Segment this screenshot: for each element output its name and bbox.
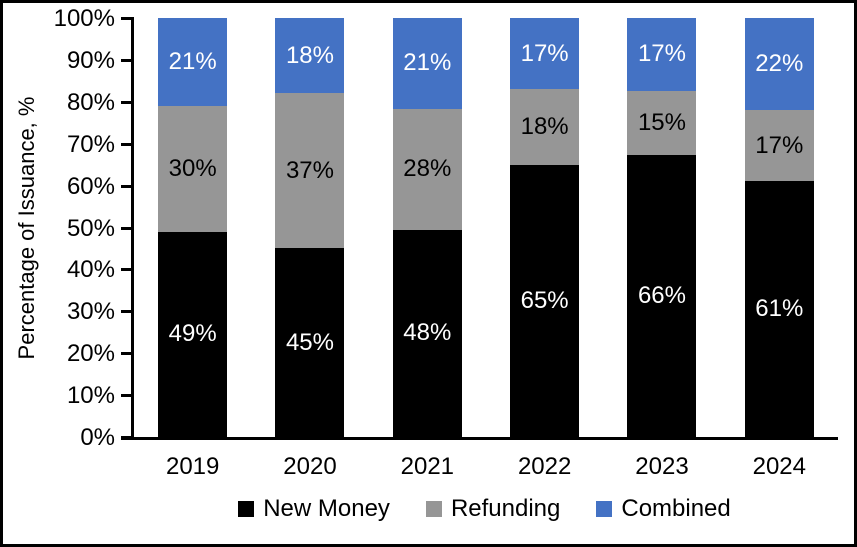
y-tick-label: 100% xyxy=(53,5,115,32)
segment-value-label: 30% xyxy=(168,154,217,182)
segment-value-label: 37% xyxy=(285,156,334,184)
segment-value-label: 17% xyxy=(520,39,569,67)
legend-swatch-icon xyxy=(238,501,255,517)
y-tick-label: 90% xyxy=(66,46,115,74)
bar-segment-new-money: 45% xyxy=(275,248,345,437)
y-tick-mark xyxy=(121,394,134,398)
y-tick-label: 10% xyxy=(66,382,115,410)
bar-segment-combined: 17% xyxy=(627,18,697,91)
bar-segment-new-money: 49% xyxy=(158,231,228,437)
segment-value-label: 18% xyxy=(520,112,569,140)
bar-segment-combined: 21% xyxy=(158,18,228,106)
bar-segment-new-money: 48% xyxy=(392,229,462,437)
y-axis-title: Percentage of Issuance, % xyxy=(14,96,39,360)
bar-segment-refunding: 37% xyxy=(275,93,345,249)
segment-value-label: 21% xyxy=(403,49,452,77)
x-axis-line xyxy=(121,437,838,440)
segment-value-label: 65% xyxy=(520,286,569,314)
stacked-bar-2023: 17% 15% 66% xyxy=(627,18,697,437)
segment-value-label: 17% xyxy=(637,40,686,68)
legend-label: Refunding xyxy=(450,495,561,522)
bar-segment-refunding: 18% xyxy=(510,89,580,165)
y-tick-mark xyxy=(121,226,134,230)
stacked-bar-2021: 21% 28% 48% xyxy=(392,18,462,437)
x-axis-label-2023: 2023 xyxy=(635,453,689,480)
bar-segment-new-money: 65% xyxy=(510,164,580,437)
bar-slot-2022: 17% 18% 65% xyxy=(486,18,603,437)
bar-segment-new-money: 66% xyxy=(627,154,697,437)
legend-item-refunding: Refunding xyxy=(425,495,561,523)
bar-segment-refunding: 17% xyxy=(744,110,814,182)
bar-segment-combined: 18% xyxy=(275,18,345,94)
x-axis-label-2020: 2020 xyxy=(283,453,337,480)
segment-value-label: 18% xyxy=(285,41,334,69)
x-axis-label-2021: 2021 xyxy=(400,453,455,480)
y-tick-label: 80% xyxy=(66,88,115,116)
bar-slot-2019: 21% 30% 49% xyxy=(134,18,251,437)
segment-value-label: 17% xyxy=(755,131,804,159)
bar-segment-new-money: 61% xyxy=(744,181,814,437)
y-tick-mark xyxy=(121,100,134,104)
y-tick-label: 0% xyxy=(80,424,115,451)
segment-value-label: 28% xyxy=(403,155,452,183)
segment-value-label: 66% xyxy=(637,281,686,309)
y-tick-label: 40% xyxy=(66,256,115,284)
legend-label: New Money xyxy=(263,495,390,522)
y-tick-mark xyxy=(121,184,134,188)
y-tick-mark xyxy=(121,310,134,314)
y-tick-mark xyxy=(121,268,134,272)
legend-swatch-icon xyxy=(596,501,613,517)
segment-value-label: 45% xyxy=(285,328,334,356)
y-tick-mark xyxy=(121,352,134,356)
bar-segment-refunding: 28% xyxy=(392,108,462,230)
y-tick-label: 60% xyxy=(66,172,115,200)
segment-value-label: 15% xyxy=(637,108,686,136)
bar-segment-combined: 22% xyxy=(744,18,814,111)
segment-value-label: 61% xyxy=(755,295,804,323)
legend-item-new-money: New Money xyxy=(238,495,390,523)
stacked-bar-2024: 22% 17% 61% xyxy=(744,18,814,437)
stacked-bar-2022: 17% 18% 65% xyxy=(510,18,580,437)
y-tick-mark xyxy=(121,436,134,439)
x-axis-label-2022: 2022 xyxy=(517,453,572,480)
segment-value-label: 49% xyxy=(168,320,217,348)
bar-slot-2020: 18% 37% 45% xyxy=(251,18,368,437)
bar-segment-refunding: 15% xyxy=(627,90,697,155)
stacked-bar-2019: 21% 30% 49% xyxy=(158,18,228,437)
bar-segment-combined: 21% xyxy=(392,18,462,109)
y-tick-mark xyxy=(121,58,134,62)
bar-slot-2024: 22% 17% 61% xyxy=(721,18,838,437)
legend-item-combined: Combined xyxy=(596,495,731,523)
x-axis-labels: 2019 2020 2021 2022 2023 2024 xyxy=(134,453,838,481)
legend: New Money Refunding Combined xyxy=(131,495,838,523)
y-tick-label: 50% xyxy=(66,214,115,242)
bar-slot-2023: 17% 15% 66% xyxy=(603,18,720,437)
bars-container: 21% 30% 49% 18% 37% 45% 21% 28% 48% 17% 18% 65% 17% 1… xyxy=(134,18,838,437)
stacked-bar-2020: 18% 37% 45% xyxy=(275,18,345,437)
bar-segment-combined: 17% xyxy=(510,18,580,90)
y-tick-mark xyxy=(121,142,134,146)
legend-swatch-icon xyxy=(425,501,442,517)
segment-value-label: 48% xyxy=(403,319,452,347)
x-axis-label-2024: 2024 xyxy=(752,453,806,480)
legend-label: Combined xyxy=(621,495,731,522)
y-tick-label: 20% xyxy=(66,340,115,368)
y-tick-label: 30% xyxy=(66,298,115,326)
segment-value-label: 21% xyxy=(168,47,217,75)
x-axis-label-2019: 2019 xyxy=(165,453,220,480)
bar-slot-2021: 21% 28% 48% xyxy=(369,18,486,437)
bar-segment-refunding: 30% xyxy=(158,105,228,232)
y-tick-label: 70% xyxy=(66,130,115,158)
segment-value-label: 22% xyxy=(755,50,804,78)
y-tick-mark xyxy=(121,17,134,20)
plot-area: 21% 30% 49% 18% 37% 45% 21% 28% 48% 17% 18% 65% 17% 1… xyxy=(54,5,838,451)
